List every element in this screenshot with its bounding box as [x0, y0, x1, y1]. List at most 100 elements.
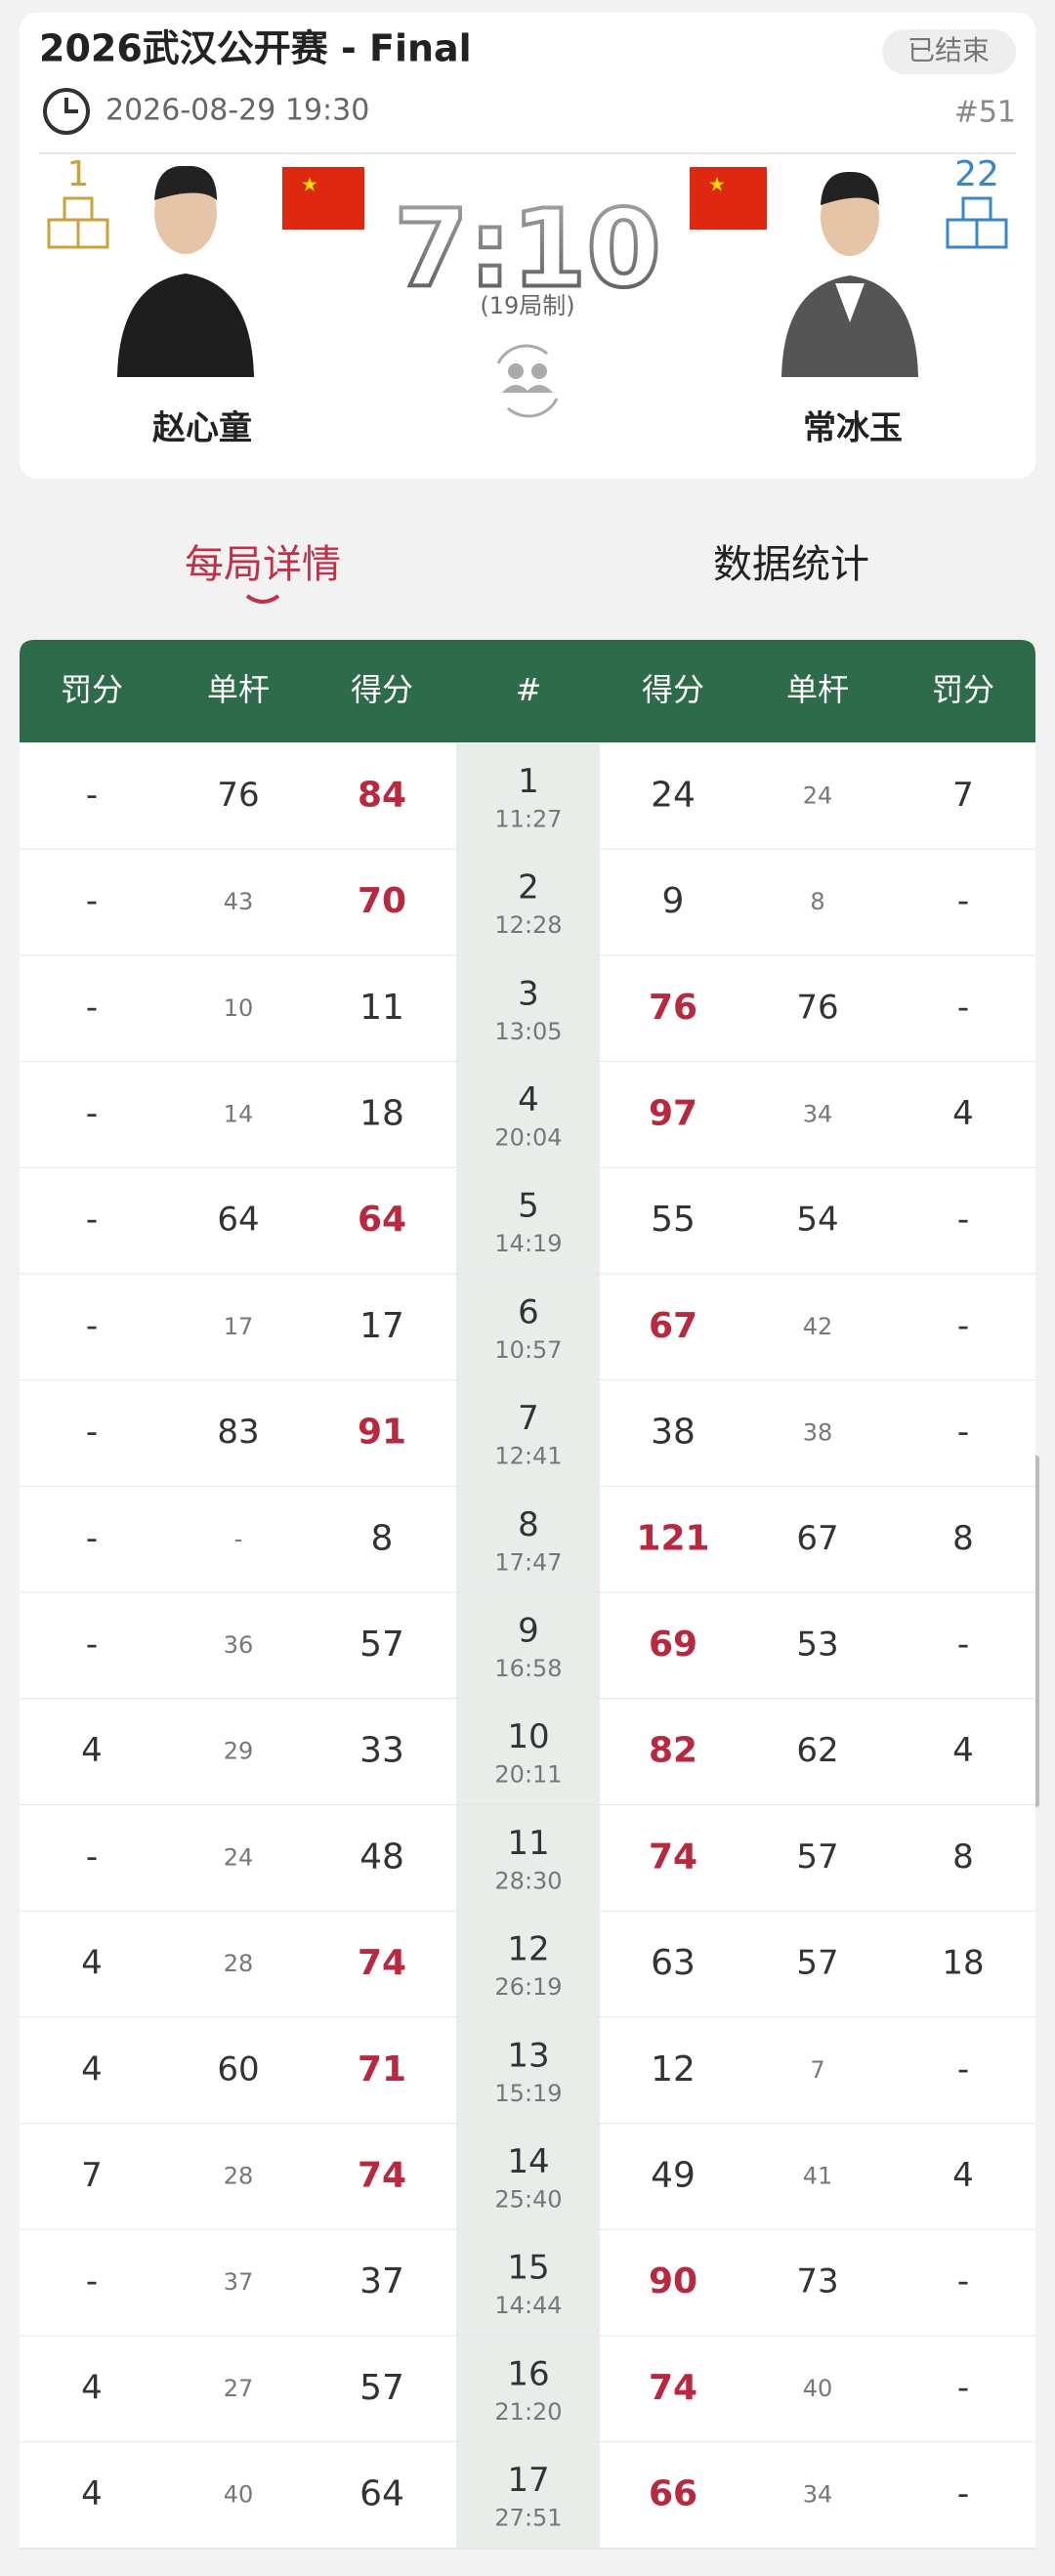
break: 67 — [796, 1519, 838, 1558]
penalty: - — [957, 1625, 969, 1664]
column-header: 罚分 — [932, 671, 994, 708]
frame-number: 11 — [507, 1824, 549, 1863]
break: 34 — [803, 2481, 833, 2509]
frame-score: 38 — [651, 1413, 696, 1453]
penalty: - — [957, 2262, 969, 2302]
penalty: - — [86, 1837, 98, 1877]
clock-icon — [43, 88, 90, 135]
frame-score: 64 — [358, 1200, 406, 1240]
tab[interactable]: 数据统计 — [713, 542, 869, 587]
penalty: 7 — [81, 2156, 103, 2195]
frame-number: 13 — [507, 2036, 549, 2075]
frame-score: 66 — [649, 2474, 697, 2514]
frame-cell — [456, 1699, 600, 1805]
break: 57 — [796, 1837, 838, 1877]
clock-hands — [64, 98, 78, 113]
match-number: #51 — [954, 96, 1016, 130]
frame-score: 121 — [636, 1518, 709, 1558]
frame-score: 11 — [359, 988, 404, 1028]
frame-time: 26:19 — [494, 1973, 562, 2001]
frame-time: 12:41 — [494, 1443, 562, 1470]
break: 24 — [803, 781, 833, 809]
frame-number: 1 — [518, 762, 539, 801]
left-photo — [115, 164, 254, 377]
break: 73 — [796, 2262, 838, 2302]
break: 34 — [803, 1100, 833, 1127]
column-header: 得分 — [642, 671, 704, 708]
break: 28 — [224, 1950, 254, 1977]
break: 14 — [224, 1100, 254, 1127]
tab-active[interactable]: 每局详情 — [185, 542, 341, 587]
frame-time: 20:11 — [494, 1761, 562, 1789]
frame-number: 9 — [518, 1611, 539, 1650]
frame-score: 18 — [359, 1093, 404, 1133]
frame-cell — [456, 849, 600, 956]
penalty: 4 — [952, 1094, 974, 1133]
frame-cell — [456, 1805, 600, 1912]
break: 40 — [224, 2481, 254, 2509]
penalty: - — [957, 2474, 969, 2513]
frame-cell — [456, 2017, 600, 2125]
frame-cell — [456, 2442, 600, 2549]
penalty: 18 — [942, 1944, 984, 1983]
frame-score: 70 — [358, 881, 406, 921]
frame-cell — [456, 743, 600, 850]
penalty: 8 — [952, 1837, 974, 1877]
frame-time: 20:04 — [494, 1123, 562, 1151]
frame-score: 12 — [651, 2049, 696, 2090]
break: 42 — [803, 1313, 833, 1340]
frame-cell — [456, 2229, 600, 2337]
right-rank: 22 — [954, 154, 999, 194]
frame-cell — [456, 2124, 600, 2230]
frame-score: 63 — [651, 1943, 696, 1983]
break: 83 — [217, 1413, 259, 1452]
frame-number: 14 — [507, 2142, 549, 2181]
svg-text:★: ★ — [708, 173, 726, 196]
frame-time: 13:05 — [494, 1018, 562, 1045]
frame-score: 90 — [649, 2261, 697, 2302]
frame-score: 57 — [359, 2368, 404, 2408]
break: 38 — [803, 1419, 833, 1447]
frame-time: 16:58 — [494, 1655, 562, 1682]
break: 29 — [224, 1738, 254, 1765]
frame-time: 11:27 — [494, 805, 562, 832]
frame-time: 12:28 — [494, 911, 562, 939]
match-score: 7:10 — [394, 186, 661, 311]
break: 27 — [224, 2375, 254, 2402]
penalty: 7 — [952, 776, 974, 815]
left-podium-icon — [47, 196, 109, 249]
break: 64 — [217, 1201, 259, 1240]
frame-score: 33 — [359, 1731, 404, 1771]
frame-score: 69 — [649, 1625, 697, 1665]
frame-number: 2 — [518, 868, 539, 908]
table-header — [20, 640, 1035, 742]
break: 37 — [224, 2268, 254, 2296]
break: 54 — [796, 1201, 838, 1240]
frame-cell — [456, 1592, 600, 1700]
penalty: - — [957, 1413, 969, 1452]
penalty: - — [86, 1519, 98, 1558]
frame-score: 24 — [651, 775, 696, 815]
frame-time: 27:51 — [494, 2505, 562, 2532]
frame-time: 25:40 — [494, 2185, 562, 2213]
frame-time: 15:19 — [494, 2080, 562, 2107]
frame-score: 49 — [651, 2155, 696, 2195]
penalty: 4 — [81, 1944, 103, 1983]
break: 57 — [796, 1944, 838, 1983]
break: 10 — [224, 994, 254, 1022]
right-photo — [767, 164, 935, 377]
frame-number: 4 — [518, 1080, 539, 1119]
break: 60 — [217, 2049, 259, 2089]
right-player-name: 常冰玉 — [803, 409, 903, 448]
break: 24 — [224, 1843, 254, 1871]
left-player-name: 赵心童 — [152, 409, 252, 448]
frame-score: 91 — [358, 1413, 406, 1453]
frame-time: 21:20 — [494, 2398, 562, 2426]
frame-score: 57 — [359, 1625, 404, 1665]
frame-number: 3 — [518, 974, 539, 1013]
penalty: - — [86, 1413, 98, 1452]
frame-number: 10 — [507, 1717, 549, 1756]
penalty: 4 — [952, 1731, 974, 1770]
break: 43 — [224, 888, 254, 915]
right-podium-icon — [946, 196, 1008, 249]
